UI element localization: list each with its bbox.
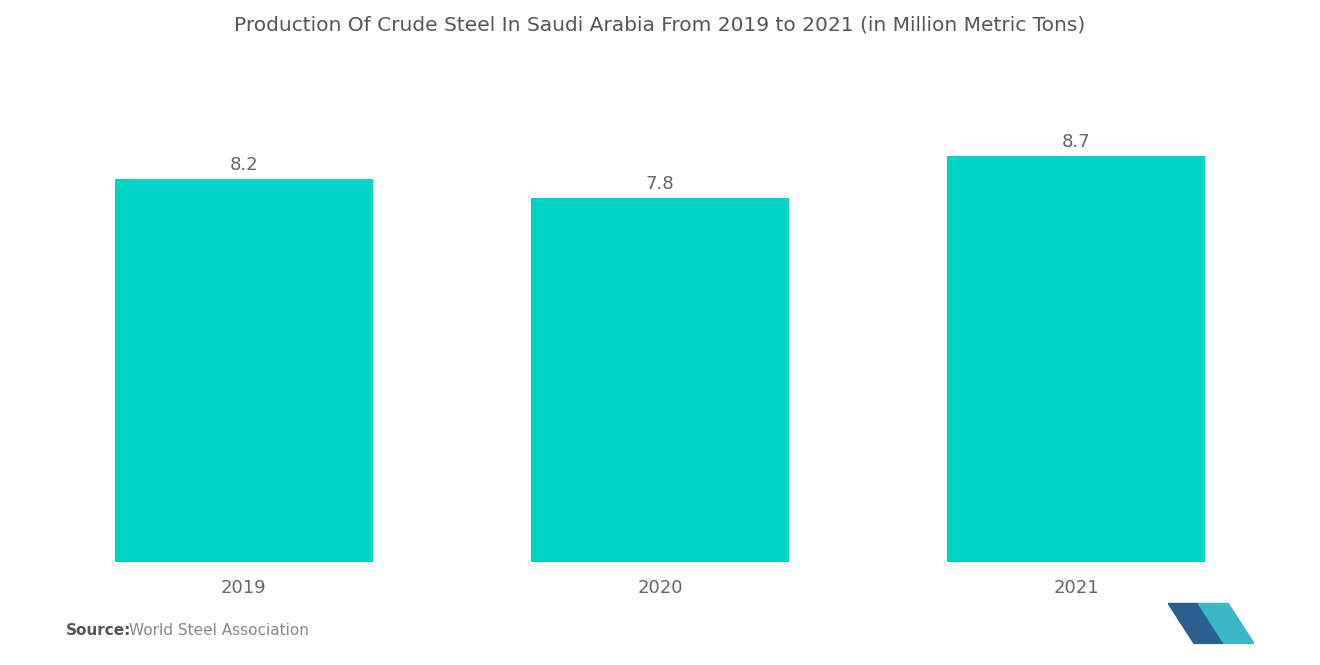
Text: Source:: Source: — [66, 623, 132, 638]
Text: 8.2: 8.2 — [230, 156, 259, 174]
Polygon shape — [1168, 604, 1224, 644]
Text: 7.8: 7.8 — [645, 175, 675, 193]
Bar — [948, 156, 1205, 562]
Title: Production Of Crude Steel In Saudi Arabia From 2019 to 2021 (in Million Metric T: Production Of Crude Steel In Saudi Arabi… — [235, 15, 1085, 34]
Bar — [115, 179, 372, 562]
Polygon shape — [1199, 604, 1254, 644]
Bar — [531, 198, 789, 562]
Text: 8.7: 8.7 — [1061, 133, 1090, 151]
Text: World Steel Association: World Steel Association — [129, 623, 309, 638]
